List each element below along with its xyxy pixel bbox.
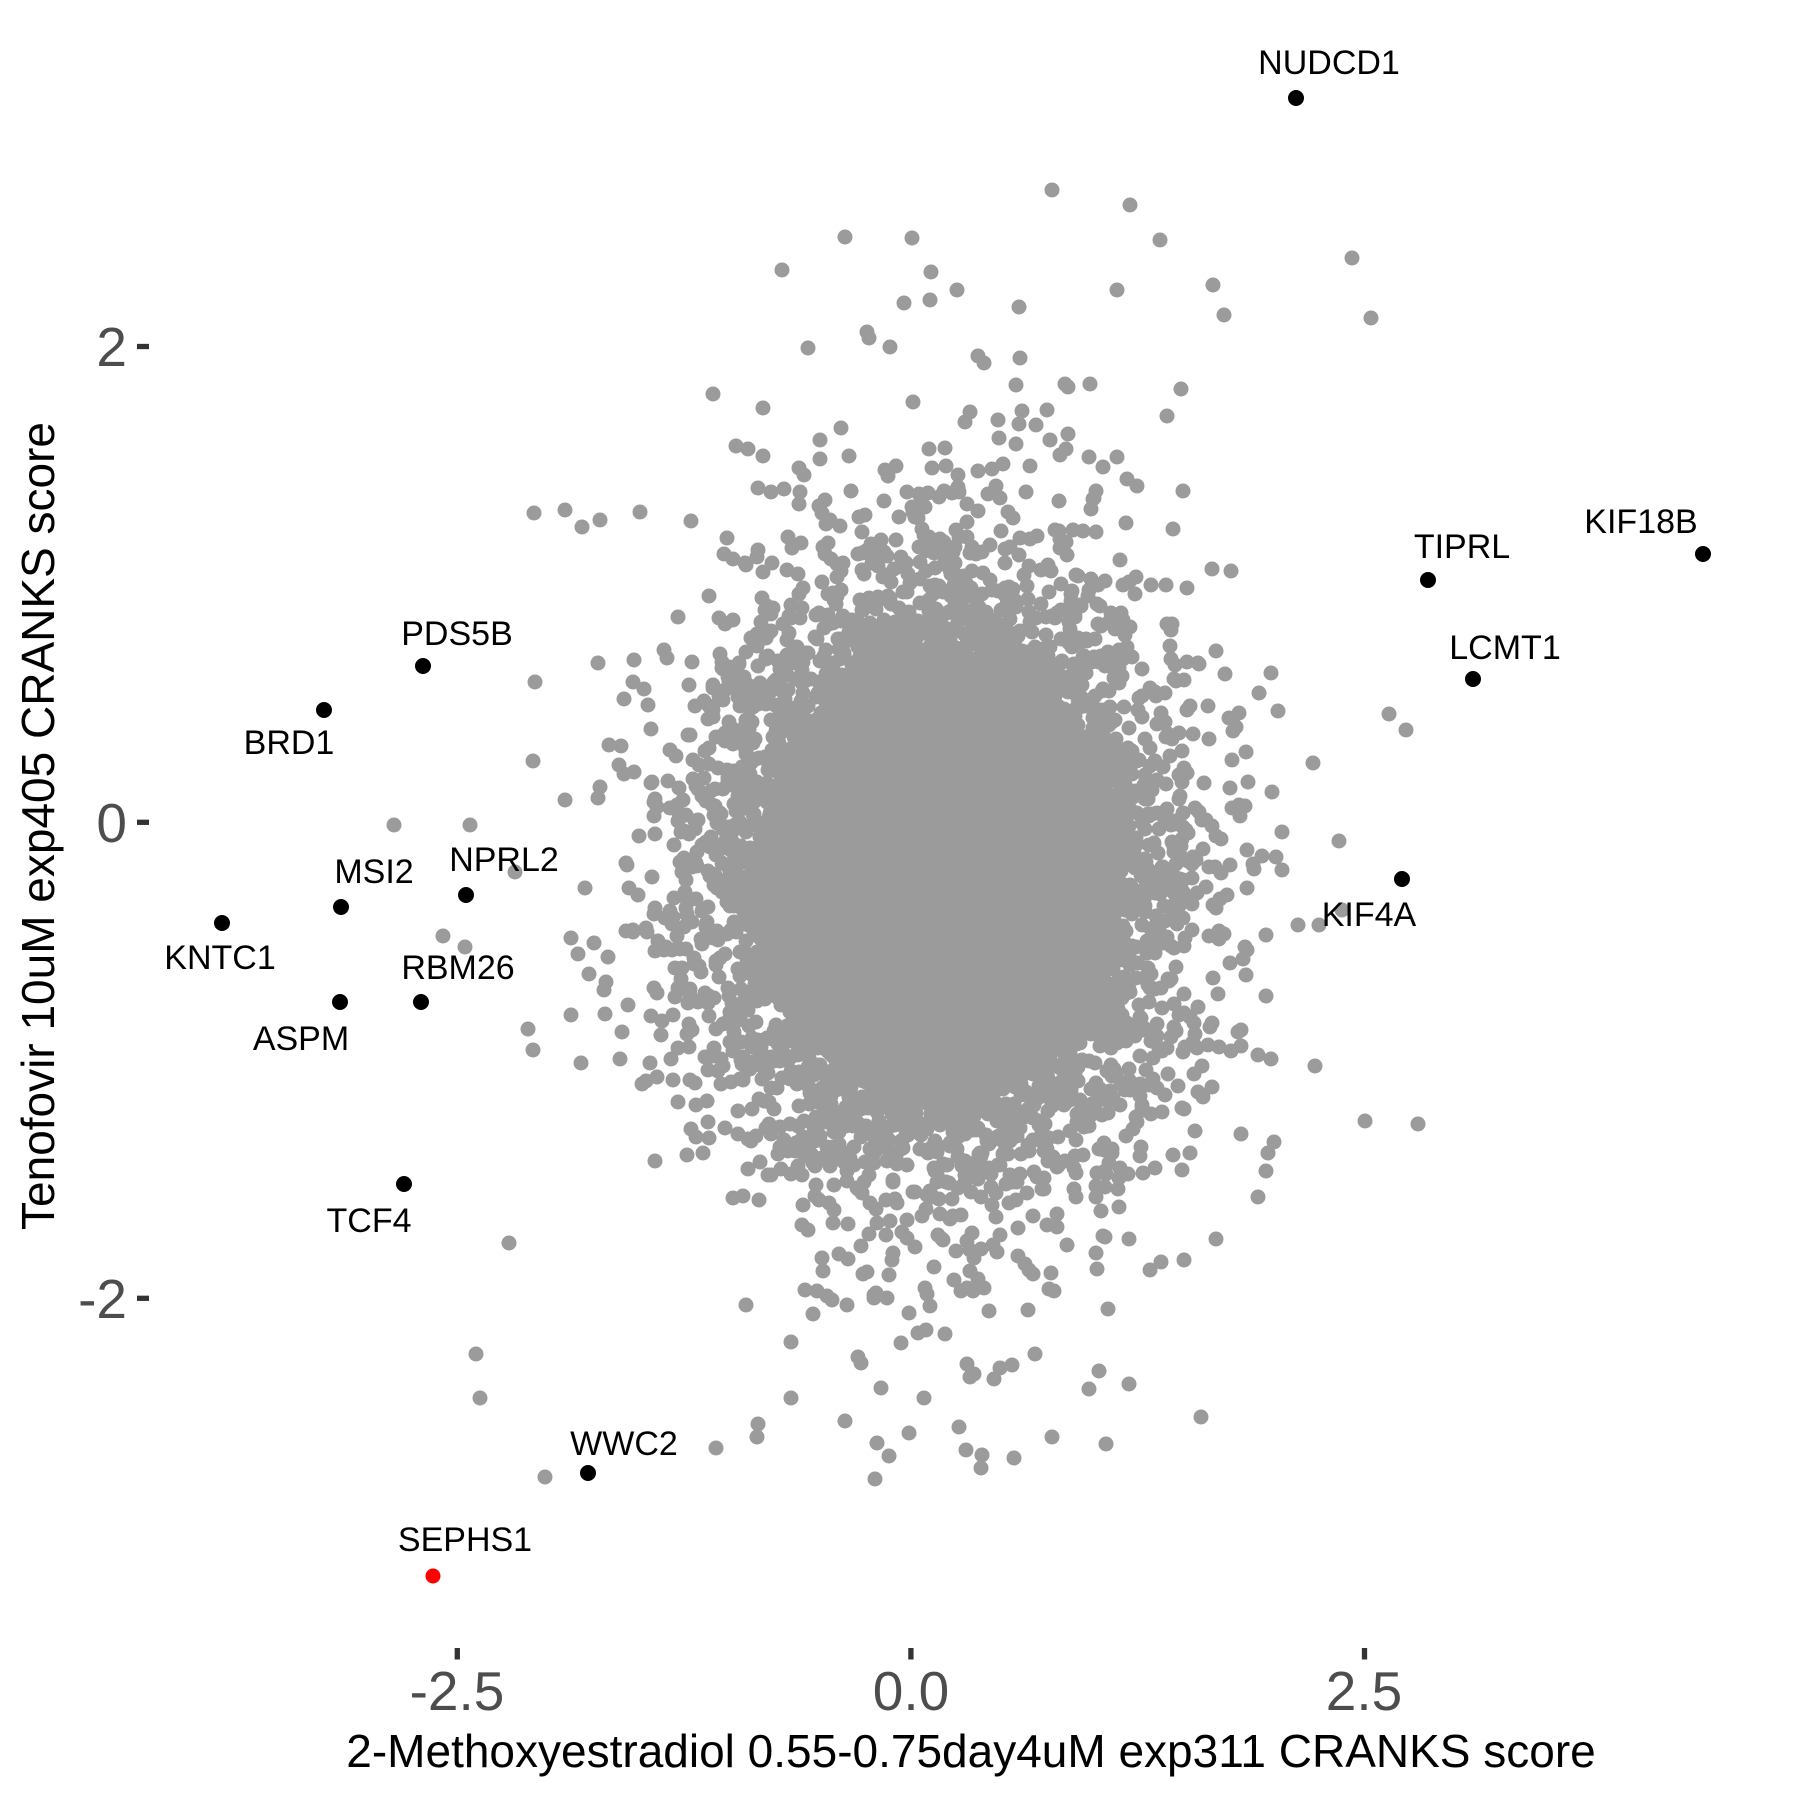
svg-text:0: 0 xyxy=(96,792,127,854)
svg-text:LCMT1: LCMT1 xyxy=(1449,629,1560,667)
svg-text:KIF18B: KIF18B xyxy=(1584,503,1697,541)
svg-text:2: 2 xyxy=(96,316,127,378)
svg-text:BRD1: BRD1 xyxy=(244,724,335,762)
svg-text:Tenofovir 10uM exp405 CRANKS s: Tenofovir 10uM exp405 CRANKS score xyxy=(12,422,64,1230)
svg-text:2.5: 2.5 xyxy=(1326,1660,1402,1722)
svg-text:2-Methoxyestradiol 0.55-0.75da: 2-Methoxyestradiol 0.55-0.75day4uM exp31… xyxy=(346,1725,1595,1777)
svg-text:NUDCD1: NUDCD1 xyxy=(1258,44,1400,82)
svg-text:-2: -2 xyxy=(78,1268,127,1330)
svg-text:SEPHS1: SEPHS1 xyxy=(398,1521,532,1559)
svg-text:TIPRL: TIPRL xyxy=(1414,528,1510,566)
svg-text:RBM26: RBM26 xyxy=(401,949,514,987)
svg-text:TCF4: TCF4 xyxy=(327,1202,412,1240)
svg-text:0.0: 0.0 xyxy=(873,1660,949,1722)
svg-text:ASPM: ASPM xyxy=(253,1020,349,1058)
svg-text:PDS5B: PDS5B xyxy=(401,615,513,653)
svg-text:NPRL2: NPRL2 xyxy=(449,841,559,879)
svg-text:WWC2: WWC2 xyxy=(570,1425,678,1463)
svg-text:MSI2: MSI2 xyxy=(334,853,413,891)
svg-text:KNTC1: KNTC1 xyxy=(164,939,275,977)
svg-text:-2.5: -2.5 xyxy=(410,1660,505,1722)
svg-text:KIF4A: KIF4A xyxy=(1322,896,1417,934)
